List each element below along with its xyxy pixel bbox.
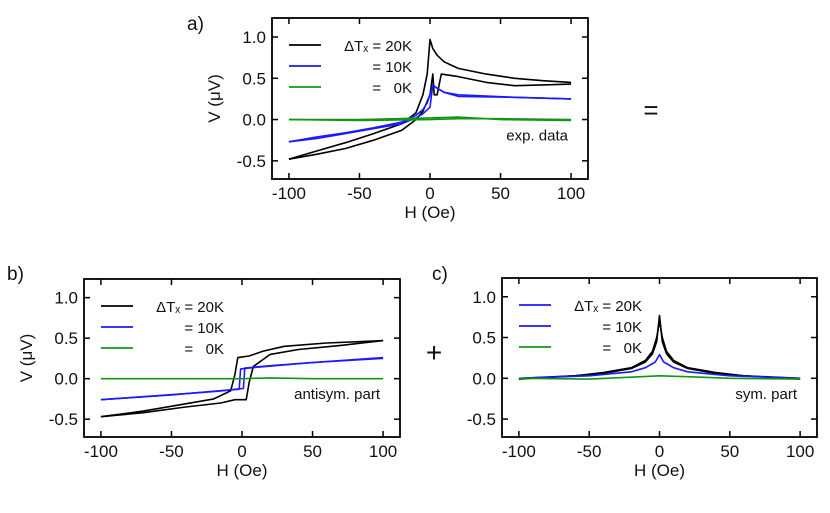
x-axis-label: H (Oe) xyxy=(217,461,268,480)
x-tick-label: 0 xyxy=(237,442,246,461)
chart-panel-b: b) -100 -50 0 50 100 -0.5 0.0 0.5 1.0 H (Oe) V (μV)… xyxy=(7,264,401,480)
panel-label: b) xyxy=(7,264,24,285)
y-tick-label: 0.5 xyxy=(472,329,496,348)
x-axis-label: H (Oe) xyxy=(634,461,685,480)
x-tick-label: 100 xyxy=(557,184,585,203)
x-tick-label: 0 xyxy=(425,184,434,203)
y-axis-label: V (μV) xyxy=(205,74,224,123)
y-tick-label: -0.5 xyxy=(49,410,78,429)
legend-label: = 0K xyxy=(372,80,412,97)
series-line xyxy=(518,320,801,380)
equals-sign: = xyxy=(643,95,658,125)
y-tick-label: 0.5 xyxy=(54,329,78,348)
x-tick-label: -50 xyxy=(159,442,184,461)
series-line xyxy=(100,339,384,418)
chart-panel-c: c) -100 -50 0 50 100 -0.5 0.0 0.5 1.0 H (Oe) ΔTₓ = … xyxy=(432,264,818,480)
x-tick-label: -50 xyxy=(577,442,602,461)
x-tick-label: 100 xyxy=(369,442,397,461)
legend-label: ΔTₓ = 20K xyxy=(574,298,642,315)
y-tick-label: -0.5 xyxy=(467,410,496,429)
y-tick-label: -0.5 xyxy=(237,152,266,171)
x-tick-label: -100 xyxy=(502,442,536,461)
x-tick-label: -50 xyxy=(347,184,372,203)
series-line xyxy=(288,38,572,160)
series-line xyxy=(518,375,801,380)
plus-sign: + xyxy=(426,337,442,368)
chart-panel-a: a) -100 -50 0 50 100 -0.5 0.0 0.5 1.0 H (Oe) V (μV)… xyxy=(187,14,589,222)
legend-label: = 10K xyxy=(602,319,642,336)
panel-annotation: antisym. part xyxy=(294,386,381,403)
plot-frame xyxy=(501,277,818,438)
y-tick-label: 1.0 xyxy=(242,28,266,47)
panel-annotation: exp. data xyxy=(506,127,568,144)
legend-label: = 10K xyxy=(184,320,224,337)
series-line xyxy=(100,339,384,418)
y-tick-label: 1.0 xyxy=(472,288,496,307)
legend-label: = 0K xyxy=(602,340,642,357)
y-axis-label: V (μV) xyxy=(17,334,36,383)
x-tick-label: -100 xyxy=(84,442,118,461)
x-tick-label: 0 xyxy=(655,442,664,461)
legend-label: = 10K xyxy=(372,59,412,76)
y-tick-label: 0.0 xyxy=(472,369,496,388)
series-line xyxy=(518,353,801,380)
series-line xyxy=(288,84,572,143)
y-tick-label: 0.5 xyxy=(242,69,266,88)
series-line xyxy=(288,117,572,122)
legend-label: ΔTₓ = 20K xyxy=(156,299,224,316)
y-tick-label: 1.0 xyxy=(54,289,78,308)
legend-label: = 0K xyxy=(184,341,224,358)
panel-label: a) xyxy=(187,14,204,35)
x-tick-label: -100 xyxy=(272,184,306,203)
x-tick-label: 100 xyxy=(786,442,814,461)
series-line xyxy=(100,377,384,380)
x-tick-label: 50 xyxy=(491,184,510,203)
y-tick-label: 0.0 xyxy=(54,370,78,389)
x-tick-label: 50 xyxy=(303,442,322,461)
panel-annotation: sym. part xyxy=(735,386,798,403)
y-tick-label: 0.0 xyxy=(242,111,266,130)
x-tick-label: 50 xyxy=(720,442,739,461)
x-axis-label: H (Oe) xyxy=(405,203,456,222)
panel-label: c) xyxy=(432,264,448,285)
legend-label: ΔTₓ = 20K xyxy=(344,38,412,55)
series-line xyxy=(288,73,572,160)
